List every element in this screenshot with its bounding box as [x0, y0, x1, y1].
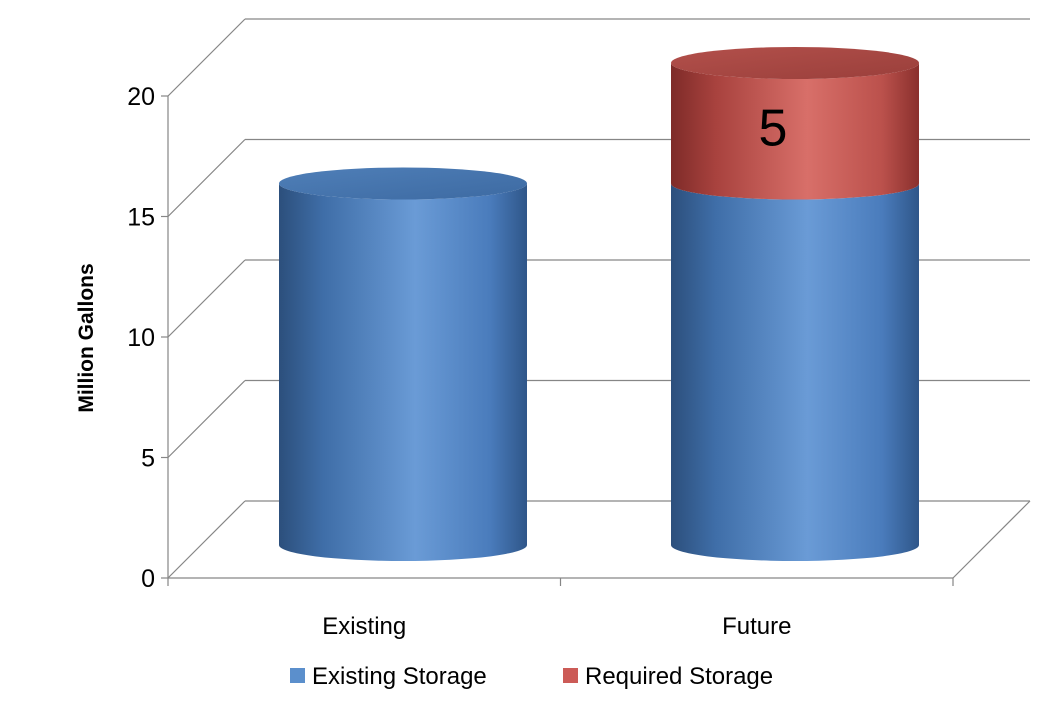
legend-swatch — [563, 668, 578, 683]
bar-top-cap — [279, 167, 527, 200]
axis-labels: 0 5 10 15 20 Million Gallons Existing Future 5 — [75, 83, 791, 640]
data-label: 5 — [759, 99, 788, 157]
y-tick-label: 5 — [141, 445, 155, 473]
y-tick-label: 15 — [127, 204, 155, 232]
legend: Existing Storage Required Storage — [290, 663, 773, 690]
gridline-diagonal — [167, 380, 246, 458]
bar-top-cap — [671, 47, 919, 79]
y-tick-label: 10 — [127, 324, 155, 352]
y-axis-title: Million Gallons — [75, 263, 98, 412]
bar-existing-storage-future — [671, 183, 919, 561]
gridline-diagonal — [167, 18, 246, 97]
gridline-diagonal — [167, 259, 246, 338]
legend-label: Required Storage — [585, 663, 773, 690]
legend-label: Existing Storage — [312, 663, 487, 690]
bar-required-storage-future — [671, 63, 919, 200]
y-tick-label: 20 — [127, 83, 155, 111]
bar-existing-storage-existing — [279, 183, 527, 561]
x-tick-label: Future — [722, 613, 791, 640]
x-tick-label: Existing — [322, 613, 406, 640]
gridline-diagonal — [167, 500, 246, 579]
gridline-diagonal — [167, 139, 246, 217]
bars — [279, 47, 919, 561]
legend-swatch — [290, 668, 305, 683]
floor-right-edge — [952, 500, 1031, 579]
y-tick-label: 0 — [141, 565, 155, 593]
axes — [161, 95, 954, 586]
